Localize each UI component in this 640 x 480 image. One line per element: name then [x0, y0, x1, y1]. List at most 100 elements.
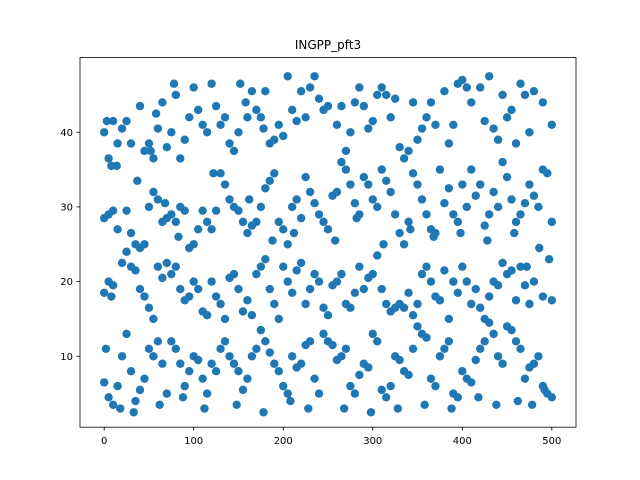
data-point — [189, 240, 198, 249]
data-point — [323, 311, 333, 320]
data-point — [99, 378, 109, 387]
data-point — [368, 269, 377, 279]
data-point — [341, 344, 351, 353]
data-point — [350, 288, 360, 297]
data-point — [390, 210, 400, 219]
data-point — [232, 400, 241, 409]
data-point — [144, 202, 154, 212]
data-point — [337, 157, 346, 167]
data-point — [180, 206, 189, 215]
data-point — [292, 195, 301, 204]
data-point — [507, 266, 516, 275]
data-point — [444, 139, 454, 148]
data-point — [180, 381, 189, 391]
data-point — [131, 396, 140, 406]
data-point — [373, 251, 382, 260]
data-point — [174, 232, 183, 241]
data-point — [252, 105, 261, 115]
data-point — [458, 367, 467, 376]
data-point — [484, 292, 494, 301]
data-point — [511, 296, 521, 305]
data-point — [176, 154, 185, 163]
data-point — [108, 281, 118, 290]
data-point — [229, 359, 239, 368]
data-point — [113, 225, 122, 234]
data-point — [381, 299, 391, 309]
data-point — [323, 101, 333, 111]
data-point — [386, 187, 395, 197]
data-point — [101, 344, 111, 353]
data-point — [171, 90, 180, 100]
data-point — [408, 344, 418, 353]
data-point — [310, 269, 319, 279]
data-point — [310, 374, 319, 383]
data-point — [131, 266, 140, 275]
data-point — [462, 202, 471, 212]
data-point — [540, 385, 549, 395]
data-point — [516, 262, 525, 271]
data-point — [220, 314, 230, 324]
data-point — [234, 128, 243, 137]
data-point — [417, 195, 427, 204]
data-point — [359, 284, 369, 294]
data-point — [122, 206, 131, 215]
x-tick-label: 200 — [274, 436, 293, 447]
data-point — [216, 344, 225, 353]
data-point — [126, 367, 136, 376]
data-point — [220, 337, 230, 346]
data-point — [471, 284, 480, 294]
data-point — [243, 374, 252, 383]
data-point — [467, 165, 476, 174]
data-point — [310, 72, 319, 81]
data-point — [422, 333, 431, 342]
data-point — [252, 269, 261, 279]
data-point — [193, 284, 203, 294]
data-points — [99, 72, 557, 417]
data-point — [373, 90, 382, 100]
data-point — [256, 262, 266, 271]
data-point — [211, 101, 221, 111]
data-point — [502, 113, 512, 122]
data-point — [140, 374, 149, 383]
data-point — [476, 180, 485, 189]
data-point — [234, 206, 243, 215]
data-point — [158, 273, 167, 283]
data-point — [373, 202, 382, 212]
data-point — [426, 374, 436, 383]
data-point — [513, 396, 523, 406]
data-point — [319, 303, 328, 312]
data-point — [399, 154, 409, 163]
data-point — [122, 247, 131, 256]
data-point — [202, 311, 212, 320]
data-point — [207, 359, 216, 368]
data-point — [408, 98, 418, 107]
data-point — [386, 381, 395, 391]
data-point — [274, 314, 283, 324]
y-tick-label: 20 — [60, 277, 73, 288]
data-point — [146, 146, 155, 156]
data-point — [346, 180, 355, 189]
data-point — [484, 210, 494, 219]
data-point — [176, 359, 185, 368]
data-point — [377, 385, 386, 395]
data-point — [279, 381, 288, 391]
data-point — [135, 284, 145, 294]
data-point — [447, 404, 456, 413]
data-point — [261, 255, 270, 264]
data-point — [304, 404, 313, 413]
data-point — [440, 199, 449, 208]
data-point — [140, 146, 149, 156]
data-point — [529, 87, 539, 96]
data-point — [301, 113, 310, 122]
data-point — [265, 284, 275, 294]
data-point — [287, 105, 297, 115]
data-point — [287, 352, 297, 361]
data-point — [458, 262, 467, 271]
data-point — [346, 303, 355, 312]
data-point — [498, 359, 507, 368]
data-point — [167, 337, 176, 346]
data-point — [547, 393, 557, 402]
data-point — [149, 352, 158, 361]
data-point — [234, 367, 243, 376]
data-point — [140, 292, 149, 301]
